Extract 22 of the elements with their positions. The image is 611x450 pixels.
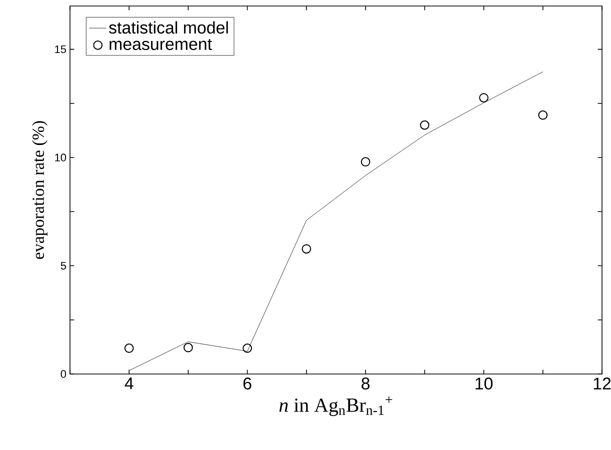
x-tick-label: 4 xyxy=(124,378,134,390)
legend-label: statistical model xyxy=(109,21,228,34)
x-tick-label: 10 xyxy=(476,378,493,390)
line-series xyxy=(128,72,544,371)
point xyxy=(242,344,252,353)
legend-label: measurement xyxy=(110,38,212,50)
point xyxy=(420,120,430,130)
point xyxy=(184,342,193,352)
point xyxy=(124,344,134,353)
x-tick-label: 6 xyxy=(243,378,252,390)
x-axis-title: n in Ag$_{n}$Br$_{n-1}$+ xyxy=(279,396,392,416)
y-tick-label: 15 xyxy=(55,45,66,54)
x-tick-label: 8 xyxy=(362,378,370,390)
y-tick-label: 5 xyxy=(60,262,66,270)
point xyxy=(302,244,312,254)
y-tick-label: 10 xyxy=(55,154,66,162)
point xyxy=(360,157,370,167)
x-tick-label: 12 xyxy=(594,378,611,390)
y-tick-label: 0 xyxy=(60,370,66,378)
point xyxy=(538,110,548,120)
y-axis-title: evaporation rate (%) xyxy=(32,121,48,259)
point xyxy=(479,93,488,102)
